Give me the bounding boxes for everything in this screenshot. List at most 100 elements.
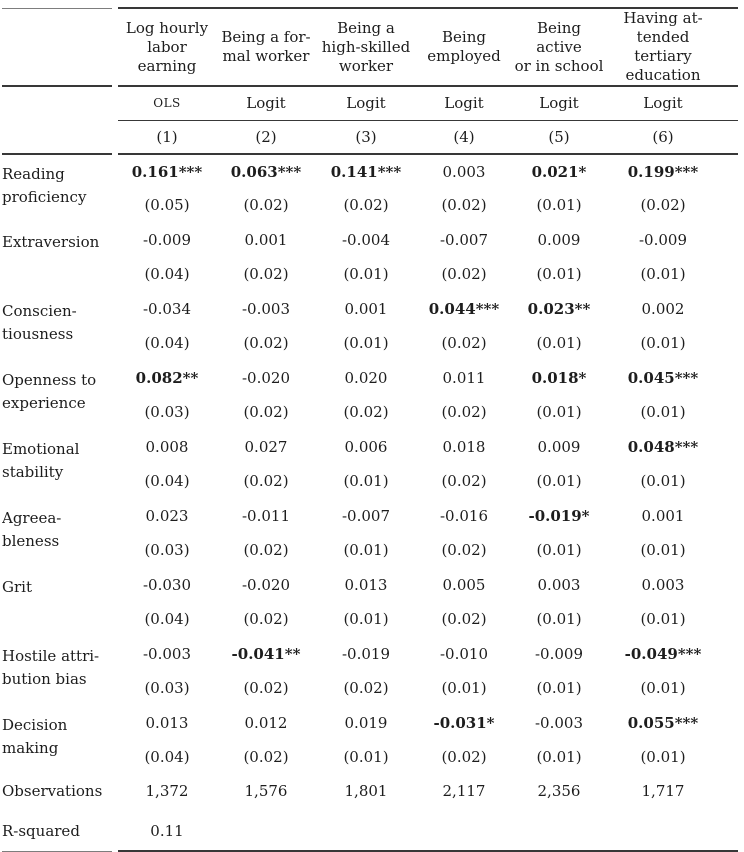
standard-error-cell: (0.02) <box>243 334 289 352</box>
footer-value-cell <box>316 815 416 852</box>
coefficient-cell: 0.001 <box>641 507 685 525</box>
row-label: Grit <box>2 578 32 596</box>
standard-error-cell: (0.02) <box>441 196 487 214</box>
coefficient-row: Grit -0.030 -0.020 0.013 0.005 0.003 0.003 <box>2 568 738 604</box>
standard-error-cell: (0.02) <box>243 541 289 559</box>
coefficient-cell: 0.009 <box>537 438 581 456</box>
column-number: (6) <box>606 119 738 154</box>
standard-error-cell: (0.01) <box>640 403 686 421</box>
standard-error-cell: (0.01) <box>536 196 582 214</box>
standard-error-row: (0.03) (0.02) (0.02) (0.01) (0.01) (0.01) <box>2 673 738 706</box>
footer-label: Observations <box>2 782 103 800</box>
column-number: (4) <box>416 119 512 154</box>
stub-blank-cell <box>2 85 112 120</box>
standard-error-cell: (0.02) <box>243 679 289 697</box>
coefficient-cell: -0.030 <box>142 576 191 594</box>
model-type-cell: Logit <box>216 85 316 120</box>
coefficient-cell: -0.011 <box>241 507 290 525</box>
standard-error-cell: (0.01) <box>536 334 582 352</box>
coefficient-cell: -0.041** <box>231 645 301 663</box>
standard-error-cell: (0.01) <box>343 265 389 283</box>
header-title-row: Log hourly labor earning Being a for- mal… <box>2 7 738 86</box>
column-title: Being active or in school <box>512 7 606 86</box>
standard-error-cell: (0.01) <box>343 610 389 628</box>
coefficient-cell: -0.019* <box>528 507 590 525</box>
column-number: (2) <box>216 119 316 154</box>
model-type-cell: Logit <box>316 85 416 120</box>
coefficient-cell: -0.009 <box>534 645 583 663</box>
regression-results-table: Log hourly labor earning Being a for- mal… <box>2 7 738 852</box>
coefficient-cell: -0.034 <box>142 300 191 318</box>
coefficient-cell: -0.010 <box>439 645 488 663</box>
coefficient-cell: 0.013 <box>145 714 189 732</box>
coefficient-cell: 0.082** <box>135 369 199 387</box>
footer-label: R-squared <box>2 815 112 852</box>
standard-error-cell: (0.02) <box>343 196 389 214</box>
coefficient-cell: -0.009 <box>638 231 687 249</box>
standard-error-cell: (0.01) <box>640 541 686 559</box>
coefficient-row: Decision making 0.013 0.012 0.019 -0.031* -0.… <box>2 706 738 757</box>
model-type-cell: Logit <box>606 85 738 120</box>
coefficient-cell: 0.013 <box>344 576 388 594</box>
header-number-row: (1) (2) (3) (4) (5) (6) <box>2 119 738 154</box>
coefficient-cell: 0.011 <box>442 369 486 387</box>
standard-error-cell: (0.01) <box>536 541 582 559</box>
standard-error-cell: (0.02) <box>243 748 289 766</box>
row-label: Hostile attri- bution bias <box>2 647 100 688</box>
stub-blank-cell <box>2 120 112 154</box>
standard-error-cell: (0.02) <box>640 196 686 214</box>
standard-error-row: (0.04) (0.02) (0.01) (0.02) (0.01) (0.01) <box>2 259 738 292</box>
coefficient-cell: 0.023 <box>145 507 189 525</box>
coefficient-cell: 0.020 <box>344 369 388 387</box>
coefficient-cell: 0.003 <box>641 576 685 594</box>
coefficient-row: Agreea- bleness 0.023 -0.011 -0.007 -0.016 -0… <box>2 499 738 550</box>
row-label: Agreea- bleness <box>2 509 62 550</box>
standard-error-row: (0.04) (0.02) (0.01) (0.02) (0.01) (0.01) <box>2 604 738 637</box>
column-number: (3) <box>316 119 416 154</box>
footer-value-cell: 1,576 <box>244 782 288 800</box>
coefficient-cell: -0.020 <box>241 369 290 387</box>
coefficient-cell: 0.141*** <box>316 153 416 190</box>
standard-error-cell: (0.01) <box>640 265 686 283</box>
standard-error-cell: (0.05) <box>144 196 190 214</box>
standard-error-row: (0.04) (0.02) (0.01) (0.02) (0.01) (0.01) <box>2 742 738 775</box>
coefficient-cell: 0.044*** <box>428 300 500 318</box>
standard-error-cell: (0.01) <box>343 334 389 352</box>
standard-error-row: (0.04) (0.02) (0.01) (0.02) (0.01) (0.01) <box>2 466 738 499</box>
model-type-cell: Logit <box>416 85 512 120</box>
standard-error-cell: (0.02) <box>243 265 289 283</box>
standard-error-cell: (0.01) <box>536 610 582 628</box>
footer-row: R-squared 0.11 <box>2 815 738 852</box>
coefficient-cell: 0.199*** <box>606 153 738 190</box>
coefficient-cell: 0.002 <box>641 300 685 318</box>
column-number: (5) <box>512 119 606 154</box>
table-header: Log hourly labor earning Being a for- mal… <box>2 7 738 154</box>
coefficient-cell: 0.001 <box>244 231 288 249</box>
standard-error-cell: (0.02) <box>343 403 389 421</box>
standard-error-cell: (0.04) <box>144 265 190 283</box>
standard-error-cell: (0.02) <box>441 610 487 628</box>
coefficient-cell: 0.003 <box>416 153 512 190</box>
standard-error-cell: (0.01) <box>536 472 582 490</box>
standard-error-row: (0.04) (0.02) (0.01) (0.02) (0.01) (0.01) <box>2 328 738 361</box>
model-type-cell: OLS <box>118 85 216 120</box>
standard-error-cell: (0.02) <box>441 334 487 352</box>
standard-error-cell: (0.04) <box>144 610 190 628</box>
standard-error-row: (0.05) (0.02) (0.02) (0.02) (0.01) (0.02) <box>2 190 738 223</box>
coefficient-cell: 0.023** <box>527 300 591 318</box>
model-type-cell: Logit <box>512 85 606 120</box>
footer-value-cell: 2,356 <box>537 782 581 800</box>
coefficient-cell: 0.005 <box>442 576 486 594</box>
coefficient-cell: 0.161*** <box>118 153 216 190</box>
standard-error-cell: (0.02) <box>243 403 289 421</box>
coefficient-cell: 0.048*** <box>627 438 699 456</box>
standard-error-cell: (0.02) <box>441 748 487 766</box>
standard-error-cell: (0.02) <box>441 541 487 559</box>
row-label: Openness to experience <box>2 371 97 412</box>
coefficient-cell: 0.055*** <box>627 714 699 732</box>
footer-value-cell <box>512 815 606 852</box>
standard-error-row: (0.03) (0.02) (0.02) (0.02) (0.01) (0.01) <box>2 397 738 430</box>
standard-error-cell: (0.02) <box>243 610 289 628</box>
footer-value-cell: 1,801 <box>344 782 388 800</box>
standard-error-cell: (0.03) <box>144 541 190 559</box>
